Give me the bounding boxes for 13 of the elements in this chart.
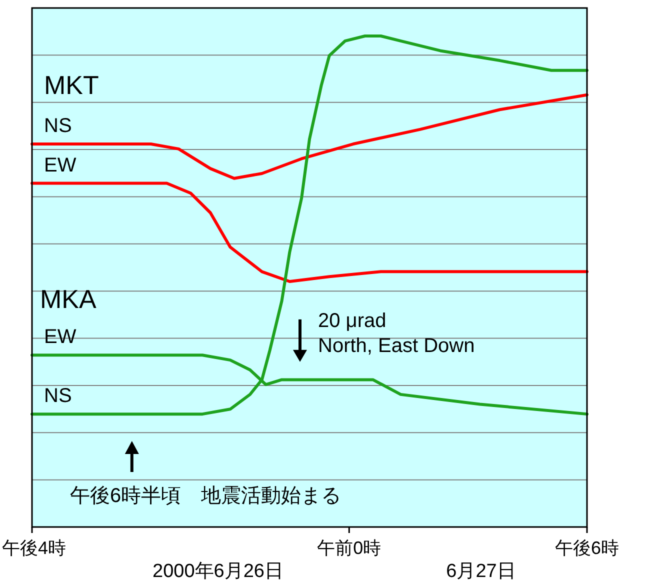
series-label: EW [44,326,76,348]
annotation: 20 μrad North, East Down [318,310,475,357]
text: 2000年6月26日 [152,561,284,582]
x-tick-label: 午後6時 [554,538,620,558]
series-label: NS [44,115,72,138]
text: 6月27日 [446,561,516,582]
annotation: MKA [40,284,97,314]
annotation: 午後6時半頃 地震活動始まる [70,485,342,507]
series-label: NS [44,385,72,408]
x-tick-label: 午後4時 [2,538,66,558]
annotation: MKT [44,70,99,100]
series-label: EW [44,154,76,176]
x-tick-label: 午前0時 [317,538,382,558]
